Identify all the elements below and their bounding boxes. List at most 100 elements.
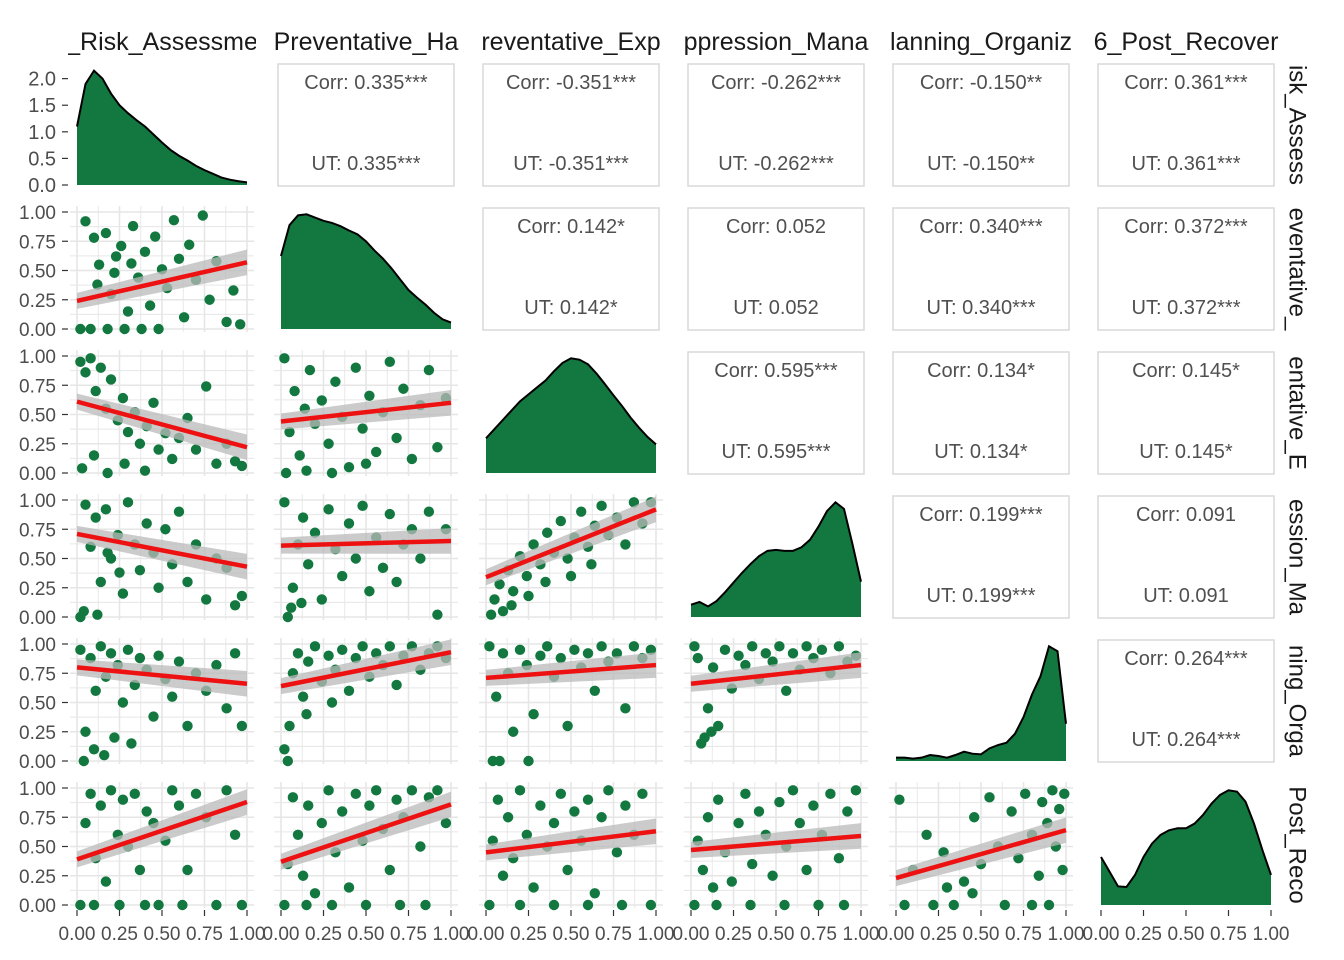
scatter-point xyxy=(85,323,96,335)
scatter-point xyxy=(221,316,232,328)
density-area xyxy=(691,502,861,617)
scatter-point xyxy=(371,785,382,796)
x-tick-label: 0.00 xyxy=(468,924,505,945)
scatter-point xyxy=(279,744,290,755)
y-tick-label: 0.00 xyxy=(19,752,56,773)
x-tick-label: 1.00 xyxy=(433,924,470,945)
x-tick-label: 0.25 xyxy=(510,924,547,945)
scatter-point xyxy=(153,899,164,911)
scatter-point xyxy=(197,210,208,221)
correlation-panel: Corr: 0.199*** UT: 0.199*** xyxy=(892,495,1070,619)
scatter-point xyxy=(343,882,355,893)
correlation-box xyxy=(687,351,865,475)
correlation-corr-label: Corr: 0.361*** xyxy=(1124,72,1248,94)
y-tick-label: 0.50 xyxy=(19,838,56,859)
scatter-point xyxy=(122,426,134,438)
scatter-point xyxy=(282,755,293,767)
regression-group xyxy=(280,639,452,695)
x-tick-label: 0.75 xyxy=(1005,924,1042,945)
y-tick-label: 0.00 xyxy=(19,320,56,341)
scatter-point xyxy=(794,817,805,829)
scatter-point xyxy=(713,794,724,805)
y-tick-label: 1.00 xyxy=(19,635,56,656)
scatter-point xyxy=(689,641,700,652)
scatter-point xyxy=(294,450,305,461)
scatter-point xyxy=(116,240,127,252)
scatter-point xyxy=(616,899,628,911)
scatter-point xyxy=(134,438,146,449)
scatter-point xyxy=(726,876,737,887)
correlation-corr-label: Corr: -0.150** xyxy=(920,72,1042,94)
scatter-point xyxy=(228,285,239,296)
scatter-point xyxy=(706,726,717,737)
density-panel xyxy=(280,213,452,329)
scatter-point xyxy=(423,364,435,376)
regression-ribbon xyxy=(77,249,247,309)
scatter-point xyxy=(391,794,402,805)
correlation-ut-label: UT: 0.091 xyxy=(1143,585,1229,607)
scatter-point xyxy=(611,648,623,659)
density-area xyxy=(486,358,656,473)
x-tick-label: 0.00 xyxy=(263,924,300,945)
scatter-point xyxy=(229,829,241,840)
scatter-point xyxy=(301,899,312,911)
scatter-point xyxy=(548,817,560,829)
scatter-point xyxy=(80,726,91,737)
scatter-point xyxy=(75,356,86,368)
scatter-point xyxy=(548,899,560,911)
correlation-box xyxy=(482,207,660,331)
scatter-point xyxy=(415,553,426,564)
scatter-point xyxy=(813,899,824,911)
y-tick-label: 0.5 xyxy=(28,148,56,170)
scatter-point xyxy=(384,508,395,520)
scatter-point xyxy=(787,785,799,796)
x-tick-label: 0.75 xyxy=(186,924,223,945)
scatter-point xyxy=(201,381,212,392)
scatter-point xyxy=(699,732,710,743)
scatter-point xyxy=(719,644,731,656)
scatter-point xyxy=(760,648,771,659)
correlation-box xyxy=(1097,351,1275,475)
scatter-point xyxy=(211,458,222,469)
scatter-point xyxy=(494,755,505,767)
regression-group xyxy=(485,496,657,586)
scatter-point xyxy=(562,864,573,876)
scatter-point xyxy=(316,395,327,406)
scatter-point xyxy=(528,539,539,550)
regression-group xyxy=(280,791,452,870)
scatter-point xyxy=(167,785,178,796)
x-tick-label: 0.25 xyxy=(920,924,957,945)
scatter-point xyxy=(323,504,334,515)
regression-group xyxy=(690,823,862,859)
scatter-point xyxy=(100,504,112,515)
row-strip-label: ession_Ma xyxy=(1284,499,1311,616)
regression-group xyxy=(76,393,248,461)
correlation-box xyxy=(1097,207,1275,331)
regression-group xyxy=(895,817,1067,887)
row-strip-label: isk_Assess xyxy=(1284,65,1311,185)
scatter-point xyxy=(620,539,631,550)
regression-line xyxy=(76,531,248,569)
density-curve xyxy=(280,213,452,324)
scatter-point xyxy=(190,788,202,800)
scatter-point xyxy=(384,356,395,368)
scatter-point xyxy=(284,426,295,438)
scatter-point xyxy=(779,899,790,911)
correlation-ut-label: UT: 0.264*** xyxy=(1132,729,1241,751)
regression-line xyxy=(485,662,657,681)
correlation-corr-label: Corr: -0.351*** xyxy=(506,72,636,94)
scatter-point xyxy=(160,524,171,535)
y-tick-label: 0.50 xyxy=(19,550,56,571)
correlation-ut-label: UT: 0.340*** xyxy=(927,297,1036,319)
correlation-panel: Corr: 0.264*** UT: 0.264*** xyxy=(1097,639,1275,763)
scatter-point xyxy=(364,586,375,597)
regression-ribbon xyxy=(896,817,1066,887)
scatter-point xyxy=(284,720,295,732)
y-tick-label: 0.25 xyxy=(19,867,56,888)
scatter-point xyxy=(740,788,751,800)
regression-group xyxy=(76,659,248,697)
scatter-point xyxy=(941,882,953,893)
x-tick-label: 0.00 xyxy=(1083,924,1120,945)
scatter-point xyxy=(282,611,293,623)
y-tick-label: 0.25 xyxy=(19,579,56,600)
